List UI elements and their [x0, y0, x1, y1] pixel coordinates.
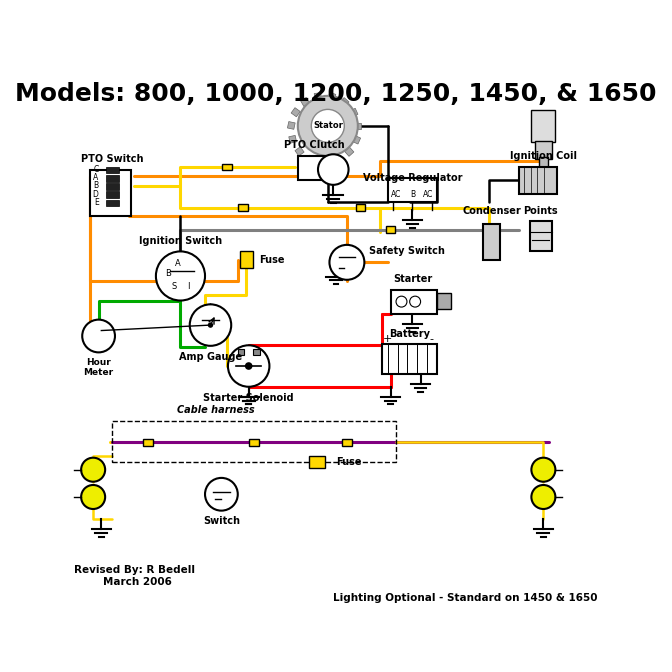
Bar: [288, 122, 295, 129]
Bar: [289, 135, 296, 143]
Bar: [306, 155, 315, 164]
Bar: [334, 156, 342, 164]
Bar: [342, 439, 352, 446]
Text: Fuse: Fuse: [336, 456, 362, 466]
Bar: [291, 108, 300, 117]
Bar: [352, 135, 361, 144]
Bar: [300, 97, 310, 106]
Bar: [106, 183, 119, 190]
Bar: [321, 159, 328, 166]
Circle shape: [311, 110, 344, 142]
Text: Points: Points: [523, 206, 558, 216]
Bar: [340, 97, 349, 107]
Bar: [239, 204, 248, 211]
Bar: [106, 192, 119, 198]
Bar: [327, 92, 336, 101]
Bar: [437, 294, 451, 308]
Bar: [238, 349, 245, 355]
Bar: [314, 93, 321, 100]
Bar: [483, 224, 500, 259]
Circle shape: [81, 485, 105, 509]
Bar: [349, 108, 358, 117]
Circle shape: [532, 458, 555, 482]
Circle shape: [228, 345, 269, 387]
Bar: [112, 421, 396, 462]
Bar: [355, 204, 366, 211]
Text: I: I: [187, 282, 190, 292]
Bar: [106, 167, 119, 173]
Circle shape: [318, 155, 349, 185]
Text: Ignition Coil: Ignition Coil: [510, 151, 577, 161]
Text: C: C: [93, 165, 99, 174]
Circle shape: [156, 251, 205, 300]
Bar: [308, 456, 325, 468]
Circle shape: [410, 296, 421, 307]
Bar: [519, 167, 557, 194]
Bar: [539, 157, 548, 167]
Bar: [106, 200, 119, 206]
Bar: [386, 226, 396, 233]
Text: E: E: [94, 198, 99, 207]
Text: Models: 800, 1000, 1200, 1250, 1450, & 1650: Models: 800, 1000, 1200, 1250, 1450, & 1…: [15, 82, 657, 106]
Text: Starter Solenoid: Starter Solenoid: [204, 393, 294, 403]
Bar: [91, 169, 131, 216]
Bar: [240, 251, 253, 267]
Text: -: -: [429, 334, 433, 344]
Bar: [143, 439, 153, 446]
Text: PTO Clutch: PTO Clutch: [284, 140, 345, 151]
Circle shape: [190, 304, 231, 346]
Text: Lighting Optional - Standard on 1450 & 1650: Lighting Optional - Standard on 1450 & 1…: [333, 593, 598, 603]
Text: +: +: [383, 334, 392, 344]
Bar: [253, 349, 259, 355]
Text: S: S: [171, 282, 177, 292]
Text: Cable harness: Cable harness: [177, 405, 255, 415]
Bar: [249, 439, 259, 446]
Text: B: B: [165, 269, 171, 278]
Bar: [345, 147, 354, 157]
Circle shape: [245, 362, 253, 370]
Text: AC: AC: [423, 190, 433, 199]
Bar: [532, 110, 555, 142]
Text: B: B: [93, 181, 99, 190]
Bar: [535, 141, 552, 159]
Text: AC: AC: [391, 190, 401, 199]
Bar: [106, 175, 119, 181]
Circle shape: [298, 96, 358, 156]
Text: Stator: Stator: [313, 122, 343, 130]
Circle shape: [82, 320, 115, 352]
Bar: [295, 146, 304, 156]
Text: Battery: Battery: [389, 329, 430, 339]
Text: PTO Switch: PTO Switch: [81, 154, 144, 164]
Text: Hour
Meter: Hour Meter: [83, 358, 114, 377]
Text: Revised By: R Bedell
        March 2006: Revised By: R Bedell March 2006: [74, 565, 195, 587]
Circle shape: [329, 245, 364, 280]
Text: A: A: [175, 259, 181, 268]
Circle shape: [532, 485, 555, 509]
Text: Voltage Regulator: Voltage Regulator: [363, 173, 462, 183]
Circle shape: [396, 296, 407, 307]
Text: Switch: Switch: [203, 516, 240, 526]
Bar: [222, 163, 232, 170]
Circle shape: [208, 323, 213, 328]
Circle shape: [205, 478, 238, 511]
Bar: [355, 122, 361, 129]
Text: Amp Gauge: Amp Gauge: [179, 352, 242, 362]
Bar: [298, 156, 328, 181]
Text: D: D: [93, 190, 99, 199]
Bar: [390, 290, 437, 314]
Text: Fuse: Fuse: [259, 255, 285, 265]
Text: Ignition Switch: Ignition Switch: [139, 236, 222, 246]
Bar: [388, 177, 437, 202]
Text: Starter: Starter: [392, 274, 432, 284]
Circle shape: [81, 458, 105, 482]
Text: B: B: [410, 190, 415, 199]
Bar: [382, 344, 437, 374]
Text: A: A: [93, 173, 99, 182]
Text: Condenser: Condenser: [462, 206, 521, 216]
Text: Safety Switch: Safety Switch: [369, 247, 445, 257]
Bar: [530, 221, 552, 251]
